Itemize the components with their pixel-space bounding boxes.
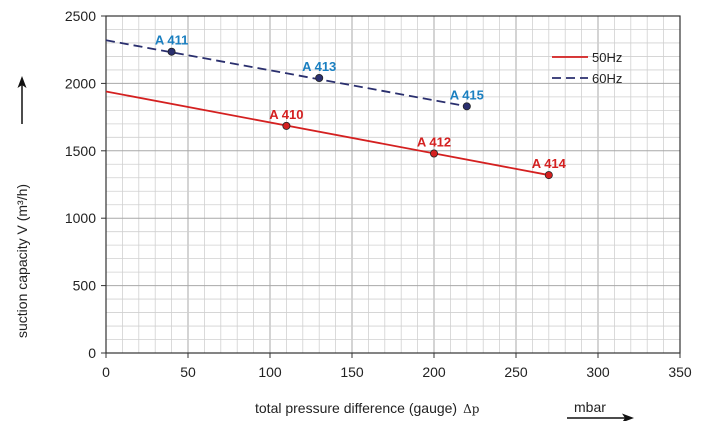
- data-label: A 410: [269, 107, 303, 122]
- x-tick-label: 200: [422, 364, 446, 380]
- y-tick-label: 2000: [65, 75, 96, 91]
- x-axis-symbol: Δp: [463, 402, 480, 416]
- series-lines: [105, 39, 549, 176]
- x-unit-arrow-head: [622, 413, 634, 421]
- series-line-50Hz: [105, 90, 549, 176]
- y-tick-label: 500: [73, 278, 97, 294]
- data-point: [315, 74, 324, 83]
- data-label: A 412: [417, 134, 451, 149]
- tick-labels: 0 50 100 150 200 250 300 350 0 500 1000 1500 2000 250…: [65, 8, 692, 380]
- legend-label: 50Hz: [592, 50, 622, 65]
- x-axis-title-text: total pressure difference (gauge): [255, 400, 457, 416]
- x-unit-label: mbar: [574, 399, 606, 415]
- y-tick-label: 1500: [65, 143, 96, 159]
- x-tick-label: 50: [180, 364, 196, 380]
- data-label: A 411: [155, 33, 189, 48]
- data-point: [282, 121, 291, 130]
- x-tick-label: 150: [340, 364, 364, 380]
- series-line-60Hz: [105, 39, 467, 108]
- data-label: A 413: [302, 59, 336, 74]
- x-tick-label: 300: [586, 364, 610, 380]
- data-point: [544, 171, 553, 180]
- data-points: A 410 A 412 A 414 A 411 A 413 A 415: [155, 33, 567, 180]
- axes: [105, 15, 681, 354]
- y-axis-title-group: suction capacity V (m³/h): [14, 76, 30, 338]
- grid: [105, 15, 681, 354]
- data-point: [429, 149, 438, 158]
- x-tick-label: 250: [504, 364, 528, 380]
- y-tick-label: 2500: [65, 8, 96, 24]
- plot-frame: [105, 15, 681, 354]
- x-tick-label: 350: [668, 364, 692, 380]
- legend: 50Hz 60Hz: [552, 50, 622, 86]
- data-label: A 414: [532, 156, 567, 171]
- x-tick-label: 100: [258, 364, 282, 380]
- x-axis-title: total pressure difference (gauge) Δp: [255, 400, 480, 416]
- x-tick-label: 0: [102, 364, 110, 380]
- y-tick-label: 0: [88, 345, 96, 361]
- data-label: A 415: [450, 87, 484, 102]
- y-axis-title: suction capacity V (m³/h): [14, 184, 30, 338]
- data-point: [462, 102, 471, 111]
- y-axis-title-arrow-head: [17, 76, 27, 88]
- y-tick-label: 1000: [65, 210, 96, 226]
- x-unit: mbar: [567, 399, 634, 421]
- data-point: [167, 47, 176, 56]
- legend-label: 60Hz: [592, 71, 622, 86]
